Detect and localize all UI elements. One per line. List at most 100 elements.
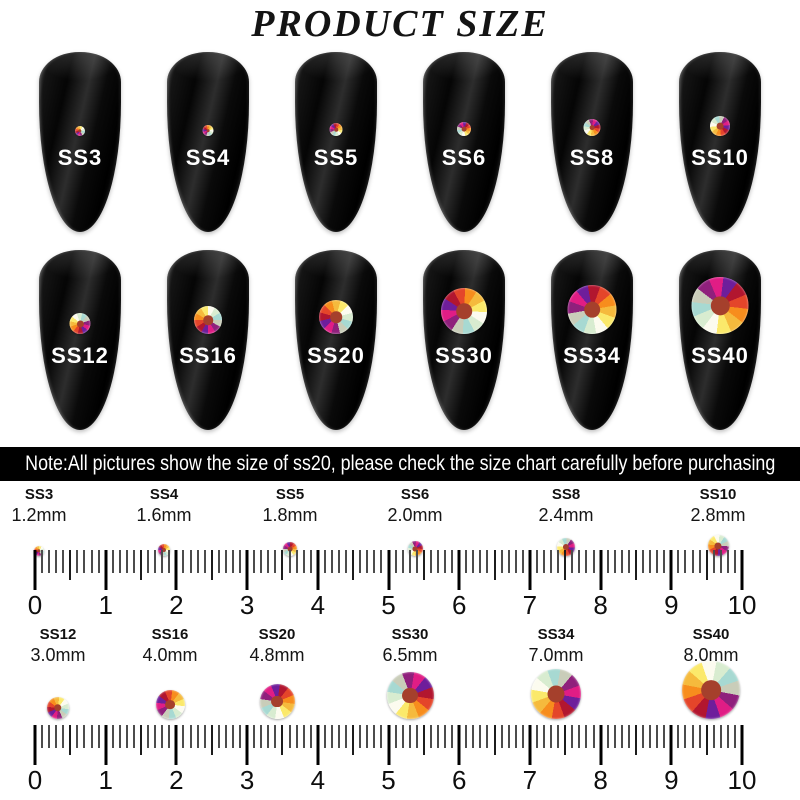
size-chart-entry-ss6: SS6 2.0mm xyxy=(387,486,442,526)
ruler-tick-minor xyxy=(472,725,475,748)
ruler-tick-minor xyxy=(656,550,659,573)
stone-core xyxy=(710,295,730,316)
ruler-tick-minor xyxy=(394,550,397,573)
ruler-tick-minor xyxy=(76,550,79,573)
size-chart-entry-ss5: SS5 1.8mm xyxy=(262,486,317,526)
ruler-tick-minor xyxy=(557,550,560,573)
ruler-tick-minor xyxy=(472,550,475,573)
ruler-tick-minor xyxy=(231,550,234,573)
ruler-tick-minor xyxy=(55,725,58,748)
ruler-tick-minor xyxy=(345,725,348,748)
ruler-tick-minor xyxy=(394,725,397,748)
note-text: Note:All pictures show the size of ss20,… xyxy=(24,452,776,475)
ruler-tick-minor xyxy=(415,725,418,748)
size-mm-label: 8.0mm xyxy=(683,644,739,665)
ruler-tick-minor xyxy=(684,550,687,573)
size-chart-entry-ss3: SS3 1.2mm xyxy=(11,486,66,526)
nail-tip-ss30: SS30 xyxy=(423,250,505,430)
stone-core xyxy=(37,549,41,553)
ruler-tick-minor xyxy=(90,725,93,748)
ruler-tick-minor xyxy=(253,550,256,573)
ruler-tick-major xyxy=(387,550,390,590)
ruler-tick-minor xyxy=(239,550,242,573)
ruler-tick-minor xyxy=(118,725,121,748)
ruler-tick-minor xyxy=(585,725,588,748)
ruler-tick-minor xyxy=(345,550,348,573)
size-chart-entry-ss34: SS34 7.0mm xyxy=(528,626,583,666)
ruler-tick-minor xyxy=(649,550,652,573)
rhinestone-icon xyxy=(329,123,343,136)
ruler-tick-minor xyxy=(97,725,100,748)
nail-tip-ss10: SS10 xyxy=(679,52,761,232)
ruler-tick-minor xyxy=(83,725,86,748)
ruler-number: 4 xyxy=(310,765,326,795)
ruler-tick-minor xyxy=(83,550,86,573)
ruler-tick-minor xyxy=(203,550,206,573)
nail-size-label: SS30 xyxy=(435,343,493,368)
ruler-tick-minor xyxy=(507,550,510,573)
ruler-tick-minor xyxy=(309,550,312,573)
ruler-tick-minor xyxy=(465,550,468,573)
size-code-label: SS8 xyxy=(551,486,581,503)
ruler-tick-half xyxy=(69,550,72,580)
ruler-tick-minor xyxy=(373,725,376,748)
ruler-tick-minor xyxy=(224,725,227,748)
ruler-tick-minor xyxy=(62,550,65,573)
size-chart-entry-ss40: SS40 8.0mm xyxy=(683,626,738,666)
ruler-tick-minor xyxy=(196,550,199,573)
size-chart-entry-ss12: SS12 3.0mm xyxy=(30,626,85,666)
rhinestone-icon xyxy=(202,125,214,136)
rhinestone-icon xyxy=(47,697,69,719)
ruler-number: 8 xyxy=(593,590,608,620)
stone-core xyxy=(161,547,167,553)
size-code-label: SS30 xyxy=(391,626,429,643)
nail-size-label: SS8 xyxy=(569,145,615,170)
ruler-tick-minor xyxy=(444,550,447,573)
ruler-tick-minor xyxy=(224,550,227,573)
size-chart-entry-ss4: SS4 1.6mm xyxy=(136,486,191,526)
ruler-number: 9 xyxy=(664,590,679,620)
size-mm-label: 6.5mm xyxy=(382,644,438,665)
ruler-tick-minor xyxy=(571,725,574,748)
ruler-tick-minor xyxy=(373,550,376,573)
size-mm-label: 1.2mm xyxy=(11,504,67,525)
size-code-label: SS4 xyxy=(149,486,179,503)
rhinestone-icon xyxy=(583,119,601,136)
ruler-tick-minor xyxy=(429,550,432,573)
ruler-tick-minor xyxy=(677,725,680,748)
size-mm-label: 2.8mm xyxy=(690,504,746,525)
ruler-tick-minor xyxy=(733,550,736,573)
ruler-tick-minor xyxy=(41,725,44,748)
ruler-tick-minor xyxy=(606,550,609,573)
stone-core xyxy=(461,126,467,132)
ruler-tick-minor xyxy=(168,550,171,573)
stone-core xyxy=(206,128,210,133)
size-chart-entry-ss16: SS16 4.0mm xyxy=(142,626,197,666)
ruler-number: 0 xyxy=(27,765,43,795)
ruler-tick-minor xyxy=(585,550,588,573)
stone-core xyxy=(402,687,418,704)
ruler-tick-minor xyxy=(543,550,546,573)
ruler-tick-minor xyxy=(366,725,369,748)
ruler-tick-minor xyxy=(231,725,234,748)
ruler-tick-minor xyxy=(451,725,454,748)
ruler-number: 7 xyxy=(522,590,538,620)
ruler-tick-minor xyxy=(323,725,326,748)
ruler-tick-minor xyxy=(111,550,114,573)
stone-core xyxy=(701,680,721,700)
size-chart-entry-ss10: SS10 2.8mm xyxy=(690,486,745,526)
ruler-tick-major xyxy=(457,550,461,590)
rhinestone-icon xyxy=(691,277,749,334)
ruler-number: 2 xyxy=(169,590,184,620)
size-code-label: SS40 xyxy=(692,626,730,643)
ruler-tick-minor xyxy=(649,725,652,748)
ruler-tick-minor xyxy=(217,725,220,748)
stone-core xyxy=(562,543,570,551)
rhinestone-icon xyxy=(155,690,185,719)
ruler-tick-minor xyxy=(663,550,666,573)
ruler-tick-minor xyxy=(48,550,51,573)
ruler-tick-minor xyxy=(401,725,404,748)
ruler-tick-minor xyxy=(125,725,128,748)
ruler-tick-half xyxy=(352,725,355,755)
